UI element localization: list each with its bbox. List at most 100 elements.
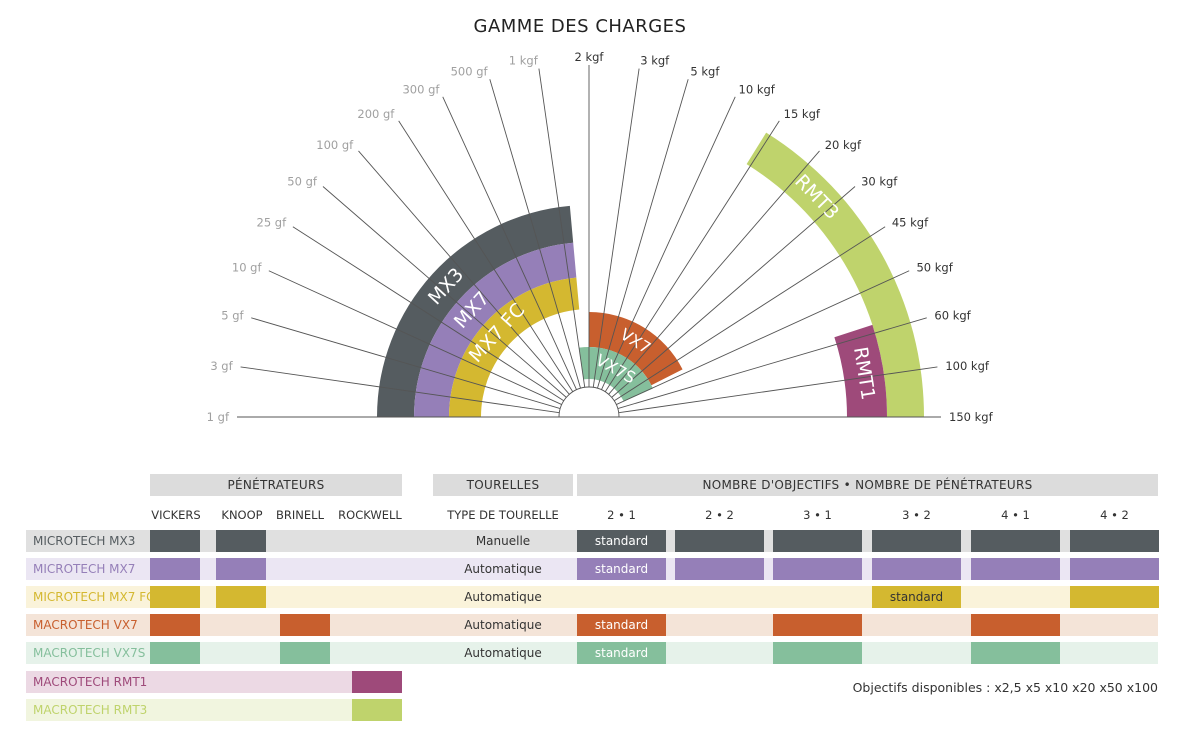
col-header-config: 2 • 2 (705, 508, 734, 522)
radial-line (604, 120, 780, 393)
config-cell (971, 614, 1060, 636)
row-label: MICROTECH MX7 FC (33, 590, 155, 604)
config-cell (971, 530, 1060, 552)
penetrateur-cell (216, 586, 266, 608)
penetrateur-cell (352, 699, 402, 721)
radial-line (616, 270, 910, 405)
row-label: MICROTECH MX7 (33, 562, 136, 576)
tick-label: 20 kgf (825, 138, 862, 152)
config-cell (971, 558, 1060, 580)
tick-label: 45 kgf (892, 215, 929, 229)
radial-line (358, 150, 570, 395)
tourelle-cell: Automatique (464, 618, 542, 632)
penetrateur-cell (216, 530, 266, 552)
row-label: MACROTECH RMT1 (33, 675, 148, 689)
radial-line (617, 317, 927, 409)
arc-rmt1 (834, 324, 887, 417)
objectifs-note: Objectifs disponibles : x2,5 x5 x10 x20 … (852, 680, 1158, 695)
tick-label: 5 gf (221, 309, 244, 323)
radial-line (592, 68, 640, 388)
config-cell (1070, 530, 1159, 552)
arc-mx7 (414, 242, 577, 417)
radial-line (398, 120, 574, 393)
col-header-penetrateur: VICKERS (151, 508, 201, 522)
row-label: MICROTECH MX3 (33, 534, 136, 548)
hub (558, 386, 620, 418)
tick-label: 5 kgf (690, 65, 720, 79)
table-row (26, 671, 402, 693)
radial-line (251, 317, 561, 409)
radial-line (322, 186, 567, 398)
radial-line (601, 96, 736, 390)
row-label: MACROTECH VX7 (33, 618, 138, 632)
col-header-config: 3 • 1 (803, 508, 832, 522)
row-label: MACROTECH RMT3 (33, 703, 148, 717)
tourelle-cell: Automatique (464, 590, 542, 604)
tick-label: 50 gf (287, 174, 318, 188)
col-header-config: 4 • 2 (1100, 508, 1129, 522)
tick-label: 1 gf (207, 410, 230, 424)
tick-label: 2 kgf (575, 50, 605, 64)
config-cell (675, 558, 764, 580)
col-header-tourelle: TYPE DE TOURELLE (447, 508, 559, 522)
arc-mx3 (377, 205, 574, 417)
row-label: MACROTECH VX7S (33, 646, 146, 660)
tick-label: 60 kgf (934, 309, 971, 323)
config-cell (872, 530, 961, 552)
radial-line (240, 366, 560, 414)
tick-label: 30 kgf (861, 174, 898, 188)
col-header-penetrateur: ROCKWELL (338, 508, 402, 522)
config-cell (773, 558, 862, 580)
penetrateur-cell (280, 614, 330, 636)
config-cell: standard (577, 558, 666, 580)
tick-label: 100 gf (316, 138, 354, 152)
penetrateur-cell (352, 671, 402, 693)
tick-label: 1 kgf (509, 54, 539, 68)
radial-line (538, 68, 586, 388)
col-header-penetrateur: KNOOP (221, 508, 263, 522)
penetrateur-cell (150, 614, 200, 636)
radial-line (611, 186, 856, 398)
tick-label: 150 kgf (949, 410, 994, 424)
radial-line (597, 79, 689, 389)
tourelle-cell: Automatique (464, 646, 542, 660)
group-header-penetrateurs: PÉNÉTRATEURS (150, 474, 402, 496)
arc-vx7 (589, 312, 683, 386)
arc-rmt3 (746, 132, 925, 418)
tick-label: 300 gf (402, 83, 440, 97)
config-cell (773, 642, 862, 664)
penetrateur-cell (150, 558, 200, 580)
tick-label: 10 gf (232, 260, 263, 274)
radial-line (608, 150, 820, 395)
config-cell (773, 614, 862, 636)
col-header-penetrateur: BRINELL (276, 508, 324, 522)
radial-line (268, 270, 562, 405)
tick-label: 100 kgf (945, 359, 990, 373)
group-header-objectifs: NOMBRE D'OBJECTIFS • NOMBRE DE PÉNÉTRATE… (577, 474, 1158, 496)
config-cell (1070, 558, 1159, 580)
radial-line (618, 366, 938, 414)
tick-label: 3 kgf (640, 54, 670, 68)
config-cell (872, 558, 961, 580)
config-cell (675, 530, 764, 552)
config-cell (1070, 586, 1159, 608)
tourelle-cell: Manuelle (475, 534, 531, 548)
radial-line (292, 226, 565, 402)
arc-mx7-fc (449, 277, 580, 417)
penetrateur-cell (150, 586, 200, 608)
tick-label: 200 gf (357, 107, 395, 121)
tick-label: 25 gf (257, 215, 288, 229)
radial-load-chart: 1 gf 3 gf 5 gf 10 gf 25 gf 50 gf 100 gf 200 gf 3… (207, 50, 994, 424)
col-header-config: 4 • 1 (1001, 508, 1030, 522)
config-cell: standard (577, 614, 666, 636)
config-cell: standard (577, 642, 666, 664)
radial-line (613, 226, 886, 402)
tick-label: 15 kgf (784, 107, 821, 121)
tick-label: 10 kgf (739, 83, 776, 97)
group-header-tourelles: TOURELLES (433, 474, 573, 496)
penetrateur-cell (280, 642, 330, 664)
chart-title: GAMME DES CHARGES (473, 16, 687, 37)
tick-label: 3 gf (210, 359, 233, 373)
config-cell: standard (872, 586, 961, 608)
radial-line (442, 96, 577, 390)
